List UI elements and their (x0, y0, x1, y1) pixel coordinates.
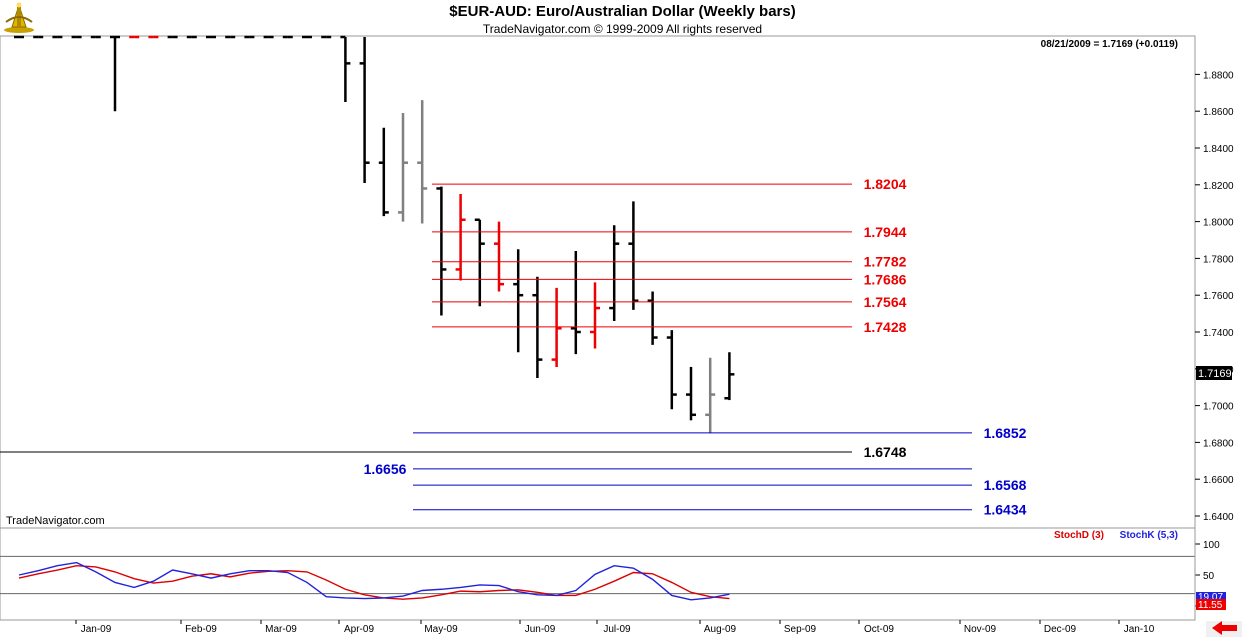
chart-copyright: TradeNavigator.com © 1999-2009 All right… (482, 22, 763, 36)
x-tick-label: Oct-09 (864, 624, 894, 635)
stoch-y-tick-label: 100 (1203, 540, 1220, 551)
x-tick-label: Jan-10 (1124, 624, 1155, 635)
resistance-label: 1.7564 (864, 294, 907, 310)
y-tick-label: 1.8000 (1203, 218, 1234, 229)
resistance-label: 1.7782 (864, 254, 907, 270)
y-tick-label: 1.6600 (1203, 475, 1234, 486)
y-tick-label: 1.7800 (1203, 254, 1234, 265)
x-tick-label: Jan-09 (81, 624, 112, 635)
support-label: 1.6656 (364, 461, 407, 477)
watermark-label: TradeNavigator.com (6, 515, 105, 527)
y-tick-label: 1.8600 (1203, 107, 1234, 118)
x-tick-label: Jul-09 (603, 624, 631, 635)
stochastic-lines: 100500 (0, 540, 1220, 613)
x-tick-label: Dec-09 (1044, 624, 1077, 635)
y-tick-label: 1.6400 (1203, 512, 1234, 523)
y-tick-label: 1.8200 (1203, 181, 1234, 192)
trade-navigator-logo-icon (4, 2, 34, 33)
price-tag-label: 1.7169 (1198, 368, 1232, 380)
scroll-left-arrow-icon[interactable] (1206, 621, 1242, 637)
chart-header: $EUR-AUD: Euro/Australian Dollar (Weekly… (0, 0, 1245, 36)
x-tick-label: Jun-09 (525, 624, 556, 635)
y-tick-label: 1.7400 (1203, 328, 1234, 339)
y-tick-label: 1.8400 (1203, 144, 1234, 155)
stochk-value-label: 19.07 (1198, 592, 1223, 603)
x-tick-label: Apr-09 (344, 624, 374, 635)
chart-title: $EUR-AUD: Euro/Australian Dollar (Weekly… (449, 3, 796, 20)
stoch-y-tick-label: 50 (1203, 571, 1215, 582)
y-tick-label: 1.8800 (1203, 70, 1234, 81)
stochd-line (18, 564, 730, 600)
stochk-legend-label: StochK (5,3) (1120, 530, 1178, 541)
last-quote-readout: 08/21/2009 = 1.7169 (+0.0119) (1041, 39, 1178, 50)
stochk-line (18, 561, 730, 601)
stochd-value-box (1196, 599, 1226, 610)
y-tick-label: 1.7600 (1203, 291, 1234, 302)
support-label: 1.6434 (984, 502, 1027, 518)
resistance-label: 1.7944 (864, 224, 907, 240)
support-label: 1.6852 (984, 425, 1027, 441)
x-tick-label: May-09 (424, 624, 458, 635)
resistance-label: 1.7428 (864, 319, 907, 335)
y-tick-label: 1.6800 (1203, 438, 1234, 449)
price-panel (0, 35, 1196, 529)
x-tick-label: Mar-09 (265, 624, 297, 635)
x-tick-label: Sep-09 (784, 624, 817, 635)
y-tick-label: 1.7000 (1203, 402, 1234, 413)
x-tick-label: Feb-09 (185, 624, 217, 635)
stochd-value-label: 11.55 (1198, 600, 1223, 611)
x-tick-label: Nov-09 (964, 624, 997, 635)
price-tag-box (1196, 366, 1232, 380)
stochd-legend-label: StochD (3) (1054, 530, 1104, 541)
x-tick-label: Aug-09 (704, 624, 737, 635)
resistance-label: 1.8204 (864, 176, 907, 192)
key-level-label: 1.6748 (864, 444, 907, 460)
support-label: 1.6568 (984, 477, 1027, 493)
stochk-value-box (1196, 592, 1226, 602)
resistance-label: 1.7686 (864, 271, 907, 287)
